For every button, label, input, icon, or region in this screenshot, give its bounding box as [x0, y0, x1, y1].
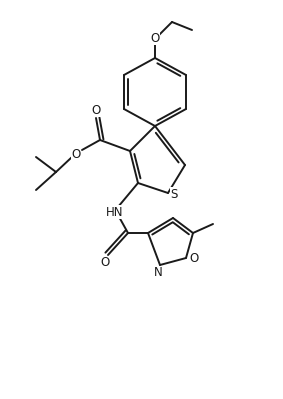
Text: HN: HN [106, 205, 124, 219]
Text: O: O [100, 257, 110, 269]
Text: O: O [71, 148, 81, 160]
Text: S: S [170, 188, 178, 201]
Text: O: O [189, 251, 199, 265]
Text: N: N [154, 267, 162, 280]
Text: O: O [150, 32, 160, 45]
Text: O: O [91, 103, 101, 117]
